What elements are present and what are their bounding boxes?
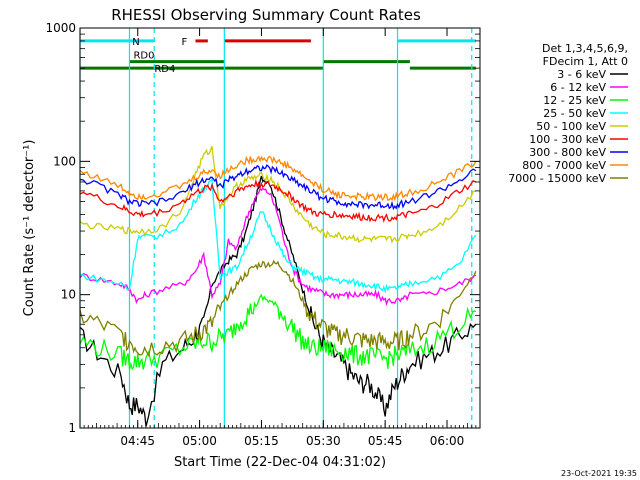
y-tick-label-3: 1000	[45, 21, 76, 35]
y-axis: 1 10 100 1000	[45, 21, 480, 435]
legend-entry-label-2: 12 - 25 keV	[543, 94, 606, 107]
y-axis-label: Count Rate (s⁻¹ detector⁻¹)	[22, 140, 37, 317]
vline-layer	[79, 28, 473, 428]
y-tick-label-0: 1	[68, 421, 76, 435]
x-axis: 04:45 05:00 05:15 05:30 05:45 06:00	[79, 28, 481, 448]
series-line-0	[79, 175, 477, 427]
flag-label-f: F	[181, 37, 187, 48]
legend-header-line-0: Det 1,3,4,5,6,9,	[542, 42, 628, 55]
series-line-6	[79, 164, 477, 211]
series-line-3	[79, 177, 477, 294]
legend-entry-label-0: 3 - 6 keV	[557, 68, 606, 81]
x-axis-label: Start Time (22-Dec-04 04:31:02)	[174, 455, 386, 470]
flag-label-rd4: RD4	[154, 64, 175, 75]
x-tick-label-0: 04:45	[120, 434, 155, 448]
x-tick-label-2: 05:15	[244, 434, 279, 448]
legend-entry-label-6: 300 - 800 keV	[529, 146, 606, 159]
flag-label-n: N	[132, 37, 139, 48]
x-tick-label-4: 05:45	[368, 434, 403, 448]
plot-frame	[79, 27, 481, 429]
y-tick-label-2: 100	[53, 154, 76, 168]
series-line-4	[79, 145, 477, 244]
series-line-5	[79, 178, 477, 223]
chart-title: RHESSI Observing Summary Count Rates	[111, 6, 421, 24]
legend-entry-label-3: 25 - 50 keV	[543, 107, 606, 120]
legend-entry-label-7: 800 - 7000 keV	[522, 159, 606, 172]
legend: Det 1,3,4,5,6,9,FDecim 1, Att 03 - 6 keV…	[508, 42, 628, 185]
flag-label-rd0: RD0	[133, 51, 154, 62]
series-line-8	[79, 259, 477, 358]
series-line-7	[79, 155, 477, 202]
legend-header-line-1: FDecim 1, Att 0	[543, 55, 628, 68]
legend-entry-label-1: 6 - 12 keV	[550, 81, 606, 94]
footer-timestamp: 23-Oct-2021 19:35	[561, 469, 637, 478]
y-tick-label-1: 10	[61, 288, 76, 302]
legend-entry-label-8: 7000 - 15000 keV	[508, 172, 606, 185]
x-tick-label-1: 05:00	[182, 434, 217, 448]
series-layer	[79, 145, 477, 427]
series-line-1	[79, 187, 477, 307]
x-tick-label-5: 06:00	[430, 434, 465, 448]
legend-entry-label-4: 50 - 100 keV	[536, 120, 606, 133]
x-tick-label-3: 05:30	[306, 434, 341, 448]
legend-entry-label-5: 100 - 300 keV	[529, 133, 606, 146]
